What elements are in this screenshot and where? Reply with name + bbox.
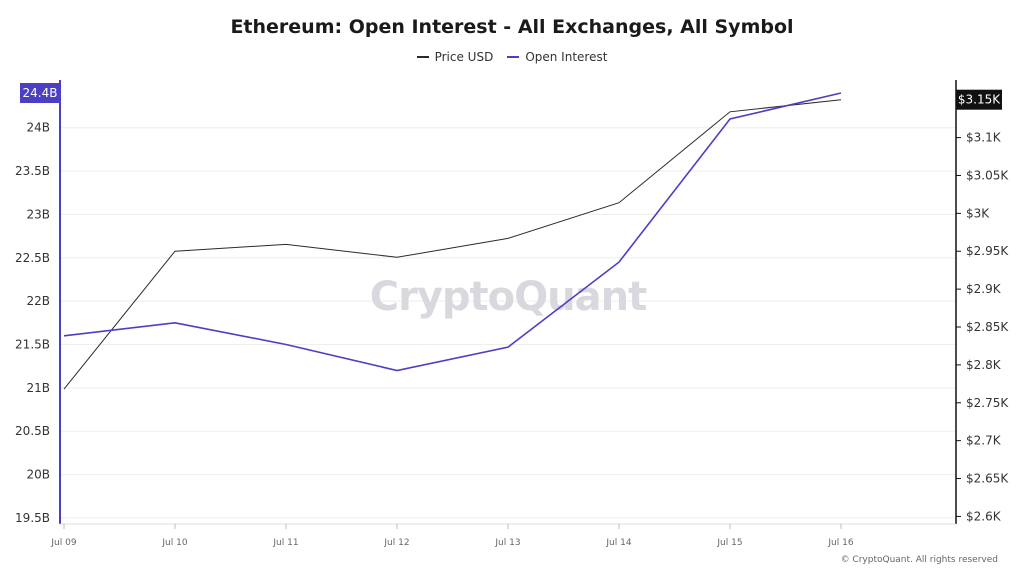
right-tick-label: $2.85K: [966, 320, 1009, 334]
open-interest-line[interactable]: [63, 92, 842, 372]
x-tick-label: Jul 16: [827, 538, 853, 548]
x-tick-label: Jul 13: [494, 538, 520, 548]
legend-label-open-interest: Open Interest: [525, 50, 608, 64]
copyright-text: © CryptoQuant. All rights reserved: [841, 555, 998, 565]
x-tick-label: Jul 12: [383, 538, 409, 548]
price-usd-line[interactable]: [63, 99, 842, 390]
right-tick-label: $2.8K: [966, 358, 1002, 372]
x-tick-label: Jul 14: [605, 538, 631, 548]
x-tick-label: Jul 10: [161, 538, 187, 548]
right-tick-label: $2.7K: [966, 434, 1002, 448]
grid-lines: [60, 127, 956, 519]
x-tick-label: Jul 15: [716, 538, 742, 548]
left-tick-label: 21B: [26, 381, 50, 395]
left-tick-label: 23.5B: [15, 164, 50, 178]
left-tick-label: 24B: [26, 121, 50, 135]
left-tick-label: 20.5B: [15, 424, 50, 438]
series-lines: [63, 92, 842, 390]
left-tick-label: 21.5B: [15, 337, 50, 351]
right-tick-label: $3.1K: [966, 131, 1002, 145]
left-tick-label: 22B: [26, 294, 50, 308]
chart-title: Ethereum: Open Interest - All Exchanges,…: [230, 16, 794, 38]
x-tick-label: Jul 09: [50, 538, 76, 548]
left-tick-label: 23B: [26, 207, 50, 221]
left-tick-label: 19.5B: [15, 511, 50, 525]
price-current-label: $3.15K: [958, 93, 1001, 107]
right-tick-label: $2.6K: [966, 509, 1002, 523]
chart-legend: Price USD Open Interest: [0, 50, 1024, 64]
left-tick-label: 22.5B: [15, 251, 50, 265]
right-tick-label: $3.05K: [966, 168, 1009, 182]
legend-swatch-price: [416, 56, 429, 58]
left-tick-label: 20B: [26, 468, 50, 482]
right-axis-ticks: $2.6K $2.65K $2.7K $2.75K $2.8K $2.85K $2.9K $2…: [956, 131, 1009, 523]
watermark-text: CryptoQuant: [370, 274, 647, 320]
legend-item-price[interactable]: Price USD: [416, 50, 494, 64]
right-tick-label: $2.65K: [966, 472, 1009, 486]
legend-item-open-interest[interactable]: Open Interest: [507, 50, 607, 64]
x-axis-ticks: Jul 09 Jul 10 Jul 11 Jul 12 Jul 13 Jul 14 Jul …: [50, 524, 854, 548]
right-tick-label: $2.9K: [966, 282, 1002, 296]
legend-swatch-open-interest: [507, 56, 520, 58]
right-tick-label: $2.95K: [966, 244, 1009, 258]
right-tick-label: $2.75K: [966, 396, 1009, 410]
left-axis-ticks: 19.5B 20B 20.5B 21B 21.5B 22B 22.5B 23B 23.5B 24B: [15, 121, 50, 525]
open-interest-current-badge: [20, 83, 60, 104]
x-tick-label: Jul 11: [272, 538, 298, 548]
open-interest-current-label: 24.4B: [23, 86, 58, 100]
legend-label-price: Price USD: [434, 50, 494, 64]
price-current-badge: [956, 89, 1002, 110]
current-value-badges: 24.4B $3.15K: [20, 83, 1002, 110]
right-tick-label: $3K: [966, 206, 990, 220]
